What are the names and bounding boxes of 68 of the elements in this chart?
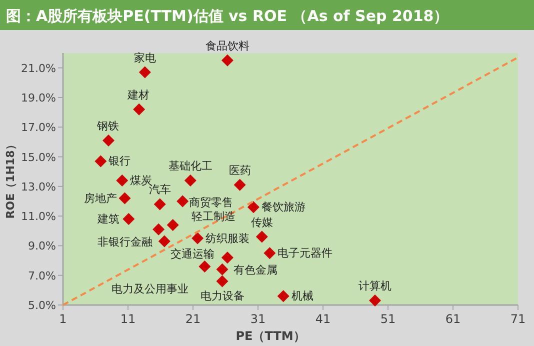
title-banner: 图：A股所有板块PE(TTM)估值 vs ROE （As of Sep 2018） (0, 0, 534, 30)
point (198, 260, 211, 272)
y-axis-title: ROE（1H18） (4, 139, 17, 219)
point (133, 103, 146, 116)
point (184, 174, 196, 186)
annotation: 轻工制造 (192, 210, 236, 224)
annotation: 建筑 (96, 212, 120, 226)
annotation: 房地产 (84, 192, 117, 205)
annotation: 电子元器件 (278, 246, 333, 260)
point (122, 213, 135, 226)
annotation: 非银行金融 (98, 235, 153, 248)
point (166, 218, 179, 231)
annotation: 电力及公用事业 (112, 282, 189, 296)
point (256, 230, 268, 243)
x-tick-label: 41 (315, 312, 331, 326)
annotation: 基础化工 (168, 159, 212, 172)
annotation: 家电 (134, 51, 156, 64)
annotation: 电力设备 (200, 289, 244, 302)
point (234, 178, 246, 191)
x-tick-label: 51 (380, 312, 396, 326)
point (216, 275, 228, 288)
x-tick-label: 11 (120, 312, 136, 326)
annotation: 有色金属 (233, 264, 278, 277)
y-tick-label: 15.0% (21, 150, 56, 164)
y-tick-label: 9.0% (28, 240, 56, 253)
y-tick-label: 13.0% (21, 180, 56, 194)
point (154, 198, 166, 210)
x-tick-label: 1 (59, 312, 67, 326)
y-tick-label: 21.0% (21, 62, 56, 75)
point (158, 235, 170, 248)
annotation: 食品饮料 (205, 39, 250, 52)
y-tick-label: 19.0% (21, 91, 56, 104)
y-tick-label: 17.0% (21, 121, 56, 134)
point (221, 54, 234, 66)
x-tick-label: 21 (185, 312, 201, 326)
point (176, 195, 189, 208)
annotation: 交通运输 (170, 247, 214, 260)
point (116, 174, 128, 186)
x-tick-label: 71 (510, 312, 526, 326)
annotation: 机械 (291, 290, 314, 303)
point (369, 294, 381, 307)
point (152, 223, 165, 236)
point (247, 201, 260, 214)
annotation: 餐饮旅游 (261, 200, 306, 214)
x-axis-title: PE（TTM） (236, 329, 306, 343)
annotation: 建材 (126, 88, 150, 102)
point (216, 263, 228, 276)
point (192, 232, 204, 244)
y-tick-label: 11.0% (21, 210, 56, 224)
y-tick-label: 5.0% (28, 299, 56, 312)
x-tick-label: 61 (445, 312, 461, 326)
chart-title: 图：A股所有板块PE(TTM)估值 vs ROE （As of Sep 2018） (6, 7, 449, 25)
point (118, 192, 131, 204)
annotation: 银行 (108, 154, 131, 168)
y-tick-label: 7.0% (28, 269, 56, 282)
annotation: 计算机 (358, 280, 392, 293)
point (221, 252, 234, 264)
annotation: 商贸零售 (188, 196, 233, 209)
annotation: 传媒 (250, 216, 273, 229)
annotation: 医药 (228, 164, 251, 177)
annotation: 纺织服装 (206, 232, 250, 245)
point (264, 247, 276, 260)
annotation: 钢铁 (96, 119, 119, 132)
point (138, 66, 151, 78)
point (102, 134, 114, 146)
x-tick-label: 31 (250, 312, 266, 326)
point (94, 155, 107, 168)
point (277, 290, 290, 302)
